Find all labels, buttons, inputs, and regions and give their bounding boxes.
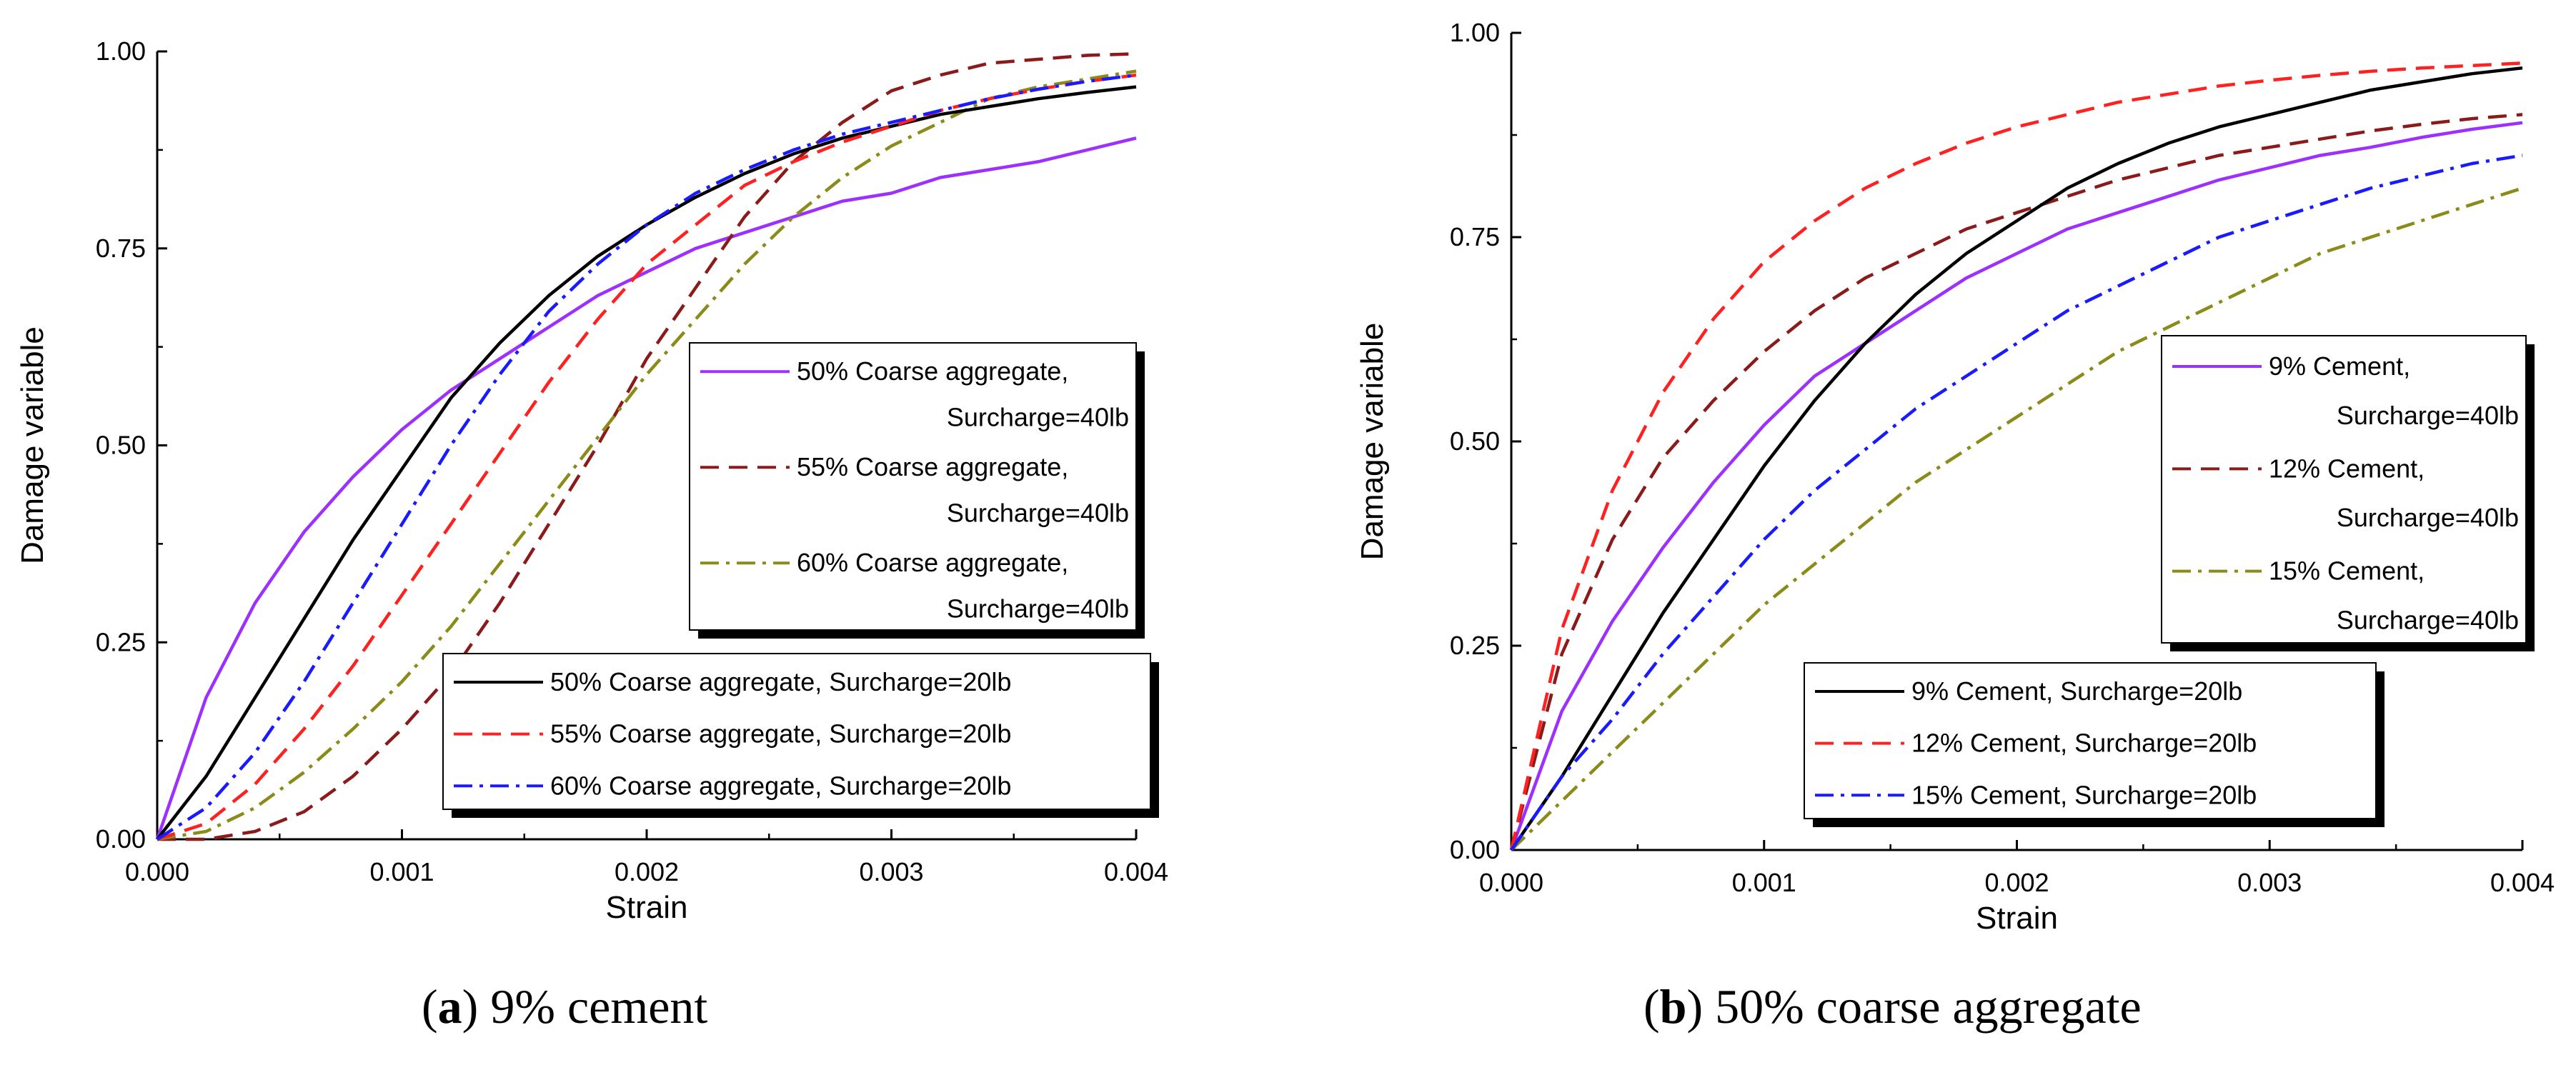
legend-label-a-1-0-line2: Surcharge=40lb (947, 403, 1129, 432)
x-tick-label-b-2: 0.002 (1984, 868, 2049, 897)
legend-box-a-2 (442, 653, 1151, 810)
caption-a-close: ) (462, 979, 479, 1034)
legend-b-2: 9% Cement, Surcharge=20lb 12% Cement, Sur… (1804, 662, 2384, 827)
x-tick-label-b-4: 0.004 (2490, 868, 2555, 897)
caption-a-letter: a (437, 979, 462, 1034)
legend-label-b-1-0-line2: Surcharge=40lb (2337, 401, 2519, 430)
caption-b-text: 50% coarse aggregate (1703, 979, 2142, 1034)
x-tick-label-a-3: 0.003 (859, 857, 923, 886)
legend-label-a-2-0: 50% Coarse aggregate, Surcharge=20lb (550, 667, 1011, 696)
chart-a: 0.000 0.001 0.002 0.003 0.004 0.00 0.25 0.50 0.7… (15, 36, 1168, 925)
legend-box-b-2 (1804, 662, 2377, 819)
y-tick-label-b-3: 0.75 (1450, 222, 1500, 251)
y-tick-label-a-4: 1.00 (96, 36, 146, 66)
series-line-a-1 (157, 52, 1137, 841)
caption-b-open: ( (1643, 979, 1660, 1034)
caption-b-close: ) (1686, 979, 1704, 1034)
legend-label-b-2-0: 9% Cement, Surcharge=20lb (1911, 676, 2242, 706)
series-line-a-5 (156, 73, 1137, 841)
legend-label-b-1-2-line2: Surcharge=40lb (2337, 605, 2519, 634)
caption-a-open: ( (422, 979, 438, 1034)
y-tick-label-a-0: 0.00 (96, 824, 146, 854)
legend-a-1: 50% Coarse aggregate, Surcharge=40lb 55% C… (689, 342, 1145, 639)
y-tick-label-a-2: 0.50 (96, 431, 146, 460)
y-tick-label-b-2: 0.50 (1450, 426, 1500, 456)
series-line-a-4 (156, 73, 1137, 841)
series-line-b-2 (1510, 186, 2523, 851)
x-axis-title-a: Strain (606, 890, 688, 925)
legend-box-a-1 (689, 342, 1137, 631)
caption-a-text: 9% cement (478, 979, 708, 1034)
legend-label-b-1-1-line1: 12% Cement, (2269, 454, 2425, 483)
caption-a: (a) 9% cement (422, 979, 707, 1035)
series-line-a-2 (156, 69, 1137, 841)
caption-b-letter: b (1659, 979, 1687, 1034)
series-line-b-3 (1510, 66, 2523, 851)
y-tick-label-b-4: 1.00 (1450, 18, 1500, 47)
legend-label-b-1-0-line1: 9% Cement, (2269, 351, 2410, 381)
legend-label-a-2-1: 55% Coarse aggregate, Surcharge=20lb (550, 719, 1011, 749)
legend-label-a-2-2: 60% Coarse aggregate, Surcharge=20lb (550, 771, 1011, 800)
legend-label-a-1-1-line2: Surcharge=40lb (947, 499, 1129, 528)
legend-label-b-1-2-line1: 15% Cement, (2269, 556, 2425, 586)
legend-b-1: 9% Cement, Surcharge=40lb 12% Cement, Surch… (2161, 335, 2535, 651)
legend-label-b-2-2: 15% Cement, Surcharge=20lb (1911, 780, 2257, 809)
series-line-b-0 (1509, 121, 2523, 851)
legend-label-a-1-2-line1: 60% Coarse aggregate, (797, 548, 1068, 577)
series-line-b-1 (1509, 113, 2523, 851)
x-tick-label-a-2: 0.002 (615, 857, 679, 886)
legend-a-2: 50% Coarse aggregate, Surcharge=20lb 55% … (442, 653, 1159, 818)
x-tick-label-b-3: 0.003 (2237, 868, 2302, 897)
legend-box-b-1 (2161, 335, 2527, 644)
x-axis-title-b: Strain (1976, 901, 2058, 936)
y-tick-label-b-1: 0.25 (1450, 631, 1500, 660)
chart-b: 0.000 0.001 0.002 0.003 0.004 0.00 0.25 0.50 0.7… (1355, 18, 2555, 936)
caption-b: (b) 50% coarse aggregate (1643, 979, 2142, 1035)
x-tick-label-a-0: 0.000 (125, 857, 189, 886)
y-tick-label-a-1: 0.25 (96, 627, 146, 656)
y-axis-title-b: Damage variable (1355, 323, 1390, 561)
legend-label-b-2-1: 12% Cement, Surcharge=20lb (1911, 729, 2257, 758)
legend-label-a-1-2-line2: Surcharge=40lb (947, 594, 1129, 624)
legend-label-a-1-1-line1: 55% Coarse aggregate, (797, 452, 1068, 481)
x-tick-label-b-0: 0.000 (1479, 868, 1543, 897)
legend-label-a-1-0-line1: 50% Coarse aggregate, (797, 356, 1068, 386)
x-tick-label-a-1: 0.001 (369, 857, 434, 886)
y-tick-label-a-3: 0.75 (96, 234, 146, 263)
x-tick-label-b-1: 0.001 (1732, 868, 1796, 897)
series-line-a-0 (155, 136, 1137, 840)
x-tick-label-a-4: 0.004 (1104, 857, 1168, 886)
y-tick-label-b-0: 0.00 (1450, 835, 1500, 864)
legend-label-b-1-1-line2: Surcharge=40lb (2337, 503, 2519, 532)
y-axis-title-a: Damage variable (15, 326, 50, 564)
